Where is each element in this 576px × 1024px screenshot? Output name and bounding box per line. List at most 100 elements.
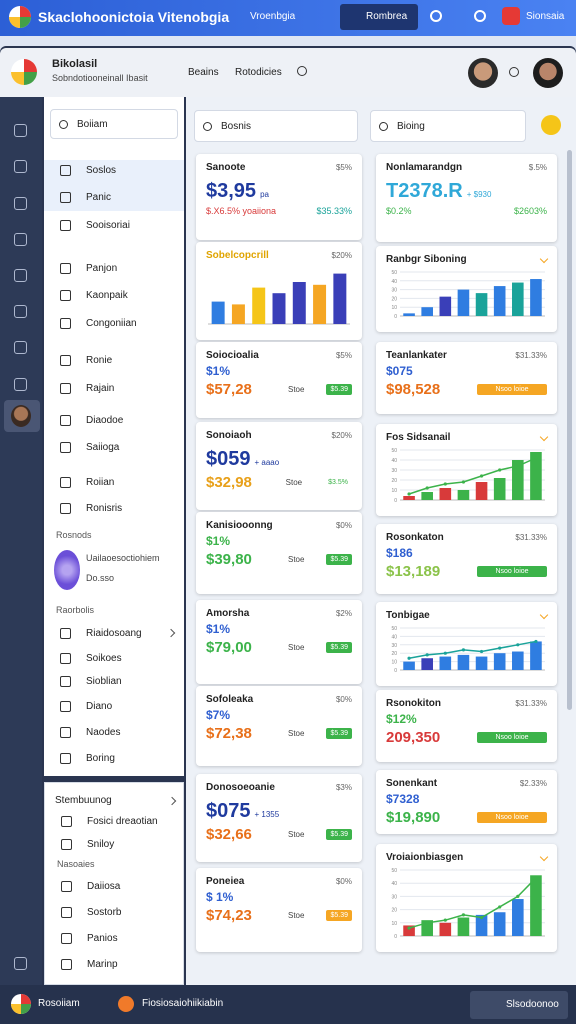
card-badge[interactable]: Nsoo loioe: [477, 566, 547, 577]
card[interactable]: Sofoleaka $0% $7% $72,38 Stoe $5.39: [196, 686, 362, 766]
sidebar-item[interactable]: Rajain: [44, 378, 184, 398]
sidebar-item[interactable]: Riaidosoang: [44, 623, 184, 643]
card-amount: $79,00: [206, 639, 252, 656]
card-badge[interactable]: $5.39: [326, 728, 352, 739]
y-tick-label: 30: [391, 468, 397, 474]
sidebar-item[interactable]: Diaodoe: [44, 410, 184, 430]
sidebar-item[interactable]: Soslos: [44, 160, 184, 180]
value-row: $059 + aaao: [206, 448, 352, 471]
sidebar-item[interactable]: Congoniian: [44, 313, 184, 333]
chevron[interactable]: [539, 254, 549, 264]
bar: [252, 287, 266, 324]
card[interactable]: Ranbgr Siboning 0 10 20 30 40 50: [376, 246, 557, 332]
sidebar-item[interactable]: Panjon: [44, 258, 184, 278]
card[interactable]: Poneiea $0% $ 1% $74,23 Stoe $5.39: [196, 868, 362, 952]
chevron[interactable]: [539, 852, 549, 862]
card-badge[interactable]: Nsoo loioe: [477, 732, 547, 743]
icon[interactable]: [509, 67, 519, 77]
card-change: $0.2%: [386, 206, 412, 216]
avatar[interactable]: [533, 58, 563, 88]
card-title: Sonenkant: [386, 778, 438, 789]
rail-icon[interactable]: [14, 197, 27, 210]
rail-icon[interactable]: [14, 957, 27, 970]
card[interactable]: Amorsha $2% $1% $79,00 Stoe $5.39: [196, 600, 362, 684]
rail-icon[interactable]: [14, 305, 27, 318]
rail-icon[interactable]: [14, 378, 27, 391]
sidebar-item[interactable]: Soikoes: [44, 648, 184, 668]
rail-icon[interactable]: [14, 233, 27, 246]
sidebar-item[interactable]: Ronie: [44, 350, 184, 370]
card[interactable]: Nonlamarandgn $.5% T2378.R + $930 $0.2% $2603…: [376, 154, 557, 242]
card-badge[interactable]: Nsoo loioe: [477, 384, 547, 395]
chevron[interactable]: [539, 610, 549, 620]
sidebar-item[interactable]: Sioblian: [44, 671, 184, 691]
avatar[interactable]: [468, 58, 498, 88]
card[interactable]: Soiocioalia $5% $1% $57,28 Stoe $5.39: [196, 342, 362, 418]
card-badge[interactable]: $5.39: [326, 642, 352, 653]
card-badge[interactable]: $5.39: [326, 554, 352, 565]
card[interactable]: Fos Sidsanail 0 10 20 30 40 50: [376, 424, 557, 516]
search-box[interactable]: Bioing: [370, 110, 526, 142]
nav-link[interactable]: Beains: [188, 67, 219, 78]
avatar[interactable]: [54, 550, 80, 590]
y-tick-label: 50: [391, 626, 397, 632]
card[interactable]: Donosoeoanie $3% $075 + 1355 $32,66 Stoe $5.39: [196, 774, 362, 862]
avatar[interactable]: [11, 405, 31, 427]
icon[interactable]: [474, 10, 486, 22]
icon: [60, 700, 71, 712]
card-badge[interactable]: $5.39: [326, 910, 352, 921]
card[interactable]: Rosonkaton $31.33% $186 $13,189 Nsoo loioe: [376, 524, 557, 594]
card-header: Poneiea $0%: [206, 876, 352, 887]
sidebar-item[interactable]: Fosici dreaotian: [45, 811, 185, 831]
card[interactable]: Tonbigae 0 10 20 30 40 50: [376, 602, 557, 686]
sidebar-item[interactable]: Sniloy: [45, 834, 185, 854]
card[interactable]: Rsonokiton $31.33% $12% 209,350 Nsoo loioe: [376, 690, 557, 762]
value-row: T2378.R + $930: [386, 180, 547, 203]
sidebar-item[interactable]: Ronisris: [44, 498, 184, 518]
card[interactable]: Sobelcopcrill $20%: [196, 242, 362, 340]
button[interactable]: Rombrea: [340, 4, 418, 30]
rail-icon[interactable]: [14, 160, 27, 173]
sidebar-search[interactable]: Boiiam: [50, 109, 178, 139]
sidebar-item[interactable]: Roiian: [44, 472, 184, 492]
card-badge[interactable]: $5.39: [326, 829, 352, 840]
panel-title[interactable]: Stembuunog: [55, 795, 177, 806]
card[interactable]: Teanlankater $31.33% $075 $98,528 Nsoo loioe: [376, 342, 557, 414]
nav-link[interactable]: Rotodicies: [235, 67, 282, 78]
card[interactable]: Sanoote $5% $3,95 pa $.X6.5% yoaiiona $35.33%: [196, 154, 362, 240]
card-badge[interactable]: $5.39: [326, 384, 352, 395]
card-badge[interactable]: Nsoo loioe: [477, 812, 547, 823]
card[interactable]: Kanisiooonng $0% $1% $39,80 Stoe $5.39: [196, 512, 362, 594]
scrollbar[interactable]: [567, 150, 572, 710]
sidebar-item[interactable]: Panios: [45, 928, 185, 948]
search-icon[interactable]: [297, 66, 307, 76]
sidebar-item[interactable]: Sooisoriai: [44, 215, 184, 235]
bottom-button[interactable]: Slsodoonoo: [470, 991, 568, 1019]
sidebar-item[interactable]: Sostorb: [45, 902, 185, 922]
sidebar-item[interactable]: Panic: [44, 187, 184, 207]
sidebar-item[interactable]: Marinp: [45, 954, 185, 974]
sidebar-item[interactable]: Saiioga: [44, 437, 184, 457]
sidebar-item[interactable]: Kaonpaik: [44, 285, 184, 305]
search-box[interactable]: Bosnis: [194, 110, 358, 142]
card[interactable]: Sonenkant $2.33% $7328 $19,890 Nsoo loioe: [376, 770, 557, 834]
rail-icon[interactable]: [14, 124, 27, 137]
rail-icon[interactable]: [14, 269, 27, 282]
action-button[interactable]: [541, 115, 561, 135]
sidebar-item[interactable]: Boring: [44, 748, 184, 768]
bottom-menu[interactable]: Rosoiiam: [38, 998, 80, 1009]
sidebar-item[interactable]: Daiiosa: [45, 876, 185, 896]
card[interactable]: Vroiaionbiasgen 0 10 20 30 40 50: [376, 844, 557, 952]
rail-icon[interactable]: [14, 341, 27, 354]
card-header: Kanisiooonng $0%: [206, 520, 352, 531]
icon[interactable]: [430, 10, 442, 22]
sidebar-item[interactable]: Naodes: [44, 722, 184, 742]
sidebar-item[interactable]: Diano: [44, 696, 184, 716]
mini-chart: 0 10 20 30 40 50: [391, 868, 545, 940]
logo: [9, 6, 31, 28]
chevron[interactable]: [539, 432, 549, 442]
card[interactable]: Sonoiaoh $20% $059 + aaao $32,98 Stoe $3.5%: [196, 422, 362, 510]
menu[interactable]: Vroenbgia: [250, 11, 296, 22]
card-amount: 209,350: [386, 729, 441, 746]
card-badge[interactable]: $3.5%: [324, 477, 352, 488]
